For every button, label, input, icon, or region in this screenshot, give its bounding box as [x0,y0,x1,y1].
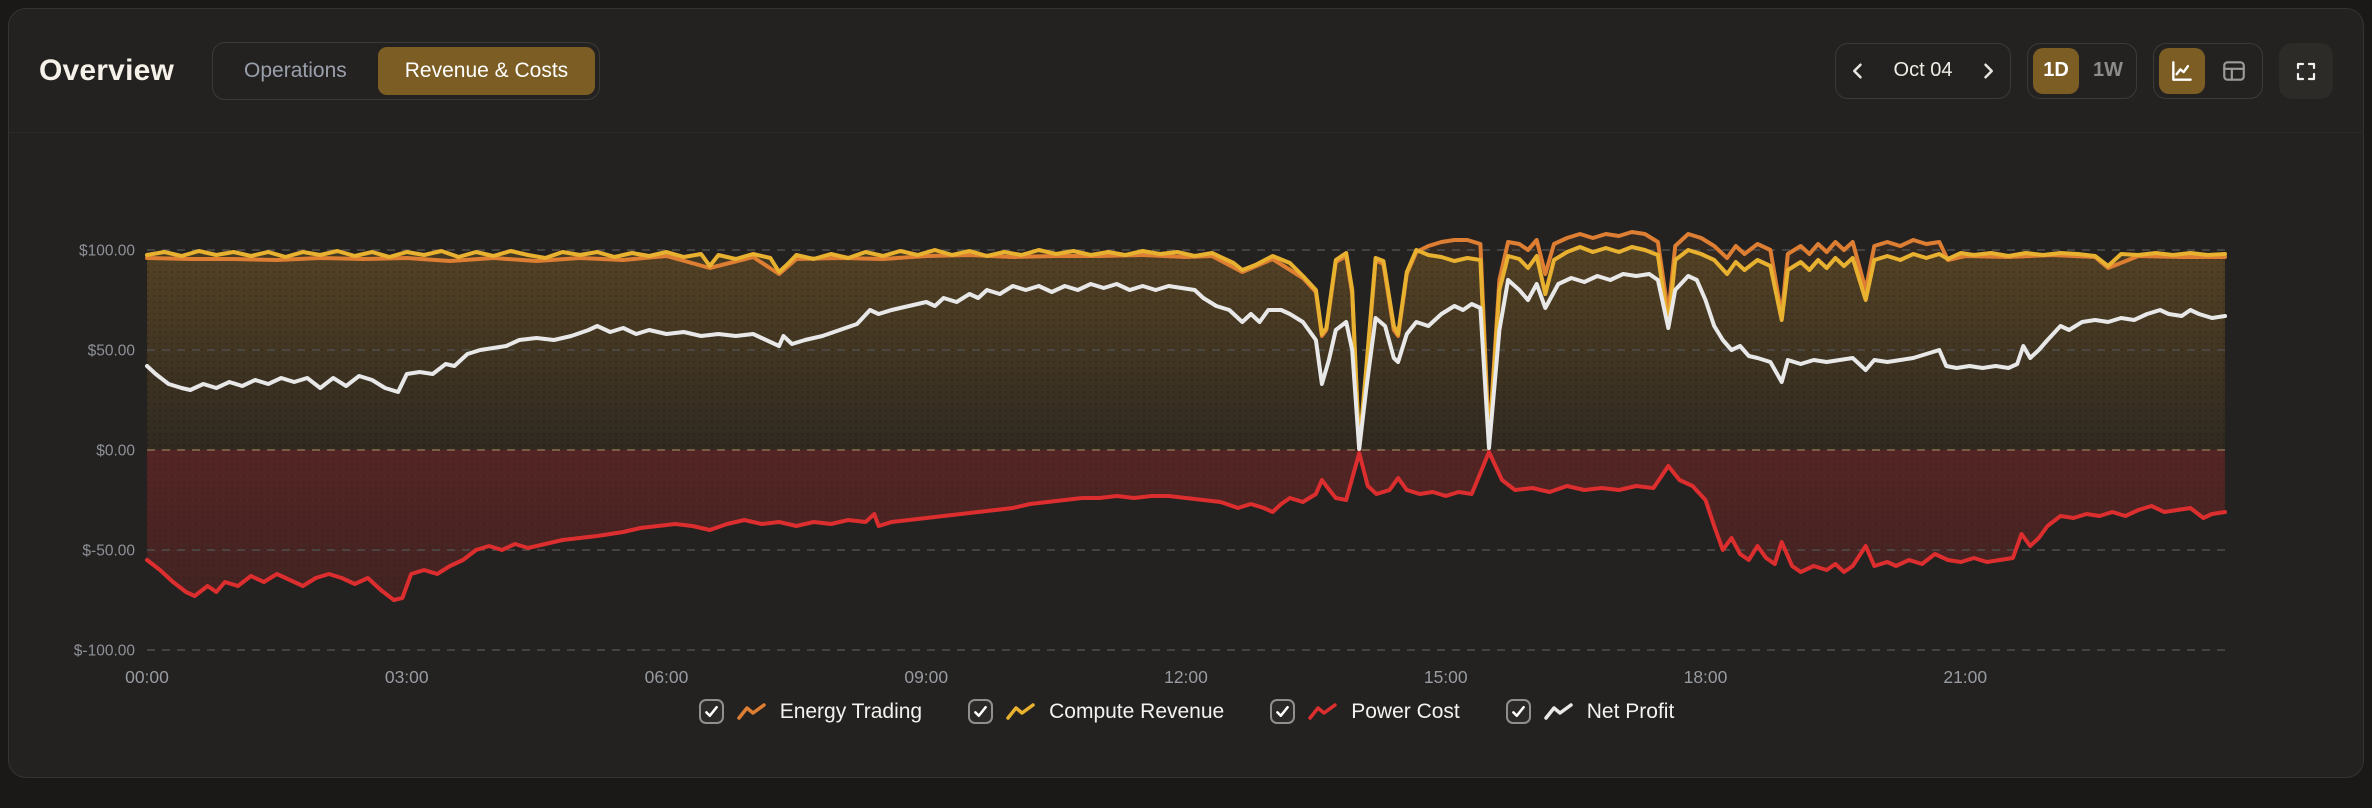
svg-text:00:00: 00:00 [125,667,169,687]
line-chart-view-button[interactable] [2159,47,2205,94]
svg-text:09:00: 09:00 [904,667,948,687]
legend-label: Net Profit [1586,699,1675,723]
fullscreen-expand-icon [2296,62,2316,80]
table-view-button[interactable] [2211,48,2257,94]
chart-region: $100.00 $50.00 $0.00 $-50.00 $-100.00 00:00 03… [9,133,2363,777]
svg-text:$100.00: $100.00 [79,243,135,260]
range-toggle: 1D 1W [2027,42,2137,99]
header-controls: Oct 04 1D 1W [1835,42,2333,99]
chart-legend: Energy Trading Compute Revenue Power Cos… [147,699,2226,724]
svg-text:$0.00: $0.00 [96,443,135,460]
series-line-power-cost [145,450,2227,602]
svg-text:21:00: 21:00 [1943,667,1987,687]
svg-text:03:00: 03:00 [385,667,429,687]
series-swatch-icon [1006,702,1035,720]
svg-text:15:00: 15:00 [1424,667,1468,687]
checkbox-compute-revenue[interactable] [968,699,994,724]
date-label: Oct 04 [1893,59,1953,81]
chevron-right-icon [1984,63,1993,78]
check-icon [974,705,987,718]
page-title: Overview [39,53,175,87]
view-toggle [2153,42,2263,99]
series-swatch-icon [1308,702,1337,720]
svg-text:$50.00: $50.00 [88,343,136,360]
legend-item-power-cost[interactable]: Power Cost [1270,699,1460,724]
svg-text:12:00: 12:00 [1164,667,1208,687]
svg-text:$-50.00: $-50.00 [82,543,135,560]
legend-label: Power Cost [1351,699,1460,723]
checkbox-power-cost[interactable] [1270,699,1296,724]
tab-operations[interactable]: Operations [217,47,374,95]
checkbox-net-profit[interactable] [1505,699,1531,724]
svg-text:$-100.00: $-100.00 [74,643,136,660]
fullscreen-button[interactable] [2279,42,2333,99]
series-lines [145,230,2227,602]
y-axis-labels: $100.00 $50.00 $0.00 $-50.00 $-100.00 [74,243,136,660]
legend-item-net-profit[interactable]: Net Profit [1505,699,1675,724]
check-icon [1511,705,1525,718]
next-day-button[interactable] [1966,44,2010,98]
legend-item-energy-trading[interactable]: Energy Trading [698,699,923,724]
range-1d-button[interactable]: 1D [2033,47,2079,94]
tab-revenue-costs[interactable]: Revenue & Costs [377,46,596,95]
checkbox-energy-trading[interactable] [698,699,724,724]
overview-panel: Overview Operations Revenue & Costs Oct … [8,8,2364,778]
series-line-compute-revenue [145,245,2227,450]
table-icon [2223,60,2245,81]
range-1w-button[interactable]: 1W [2085,48,2131,94]
series-line-net-profit [145,272,2227,451]
series-swatch-icon [1544,702,1573,720]
legend-label: Compute Revenue [1049,699,1225,723]
revenue-costs-chart[interactable]: $100.00 $50.00 $0.00 $-50.00 $-100.00 00:00 03… [9,133,2363,773]
series-swatch-icon [736,702,766,720]
date-nav: Oct 04 [1835,42,2011,99]
svg-text:18:00: 18:00 [1684,667,1728,687]
chevron-left-icon [1853,63,1862,78]
check-icon [1276,705,1290,718]
svg-text:06:00: 06:00 [645,667,689,687]
x-axis-labels: 00:00 03:00 06:00 09:00 12:00 15:00 18:00 21:00 [125,667,1987,687]
tab-group: Operations Revenue & Costs [212,41,601,100]
check-icon [704,705,718,718]
panel-header: Overview Operations Revenue & Costs Oct … [9,9,2363,133]
legend-label: Energy Trading [779,699,923,723]
line-chart-icon [2172,60,2192,81]
legend-item-compute-revenue[interactable]: Compute Revenue [968,699,1224,724]
prev-day-button[interactable] [1836,44,1880,98]
